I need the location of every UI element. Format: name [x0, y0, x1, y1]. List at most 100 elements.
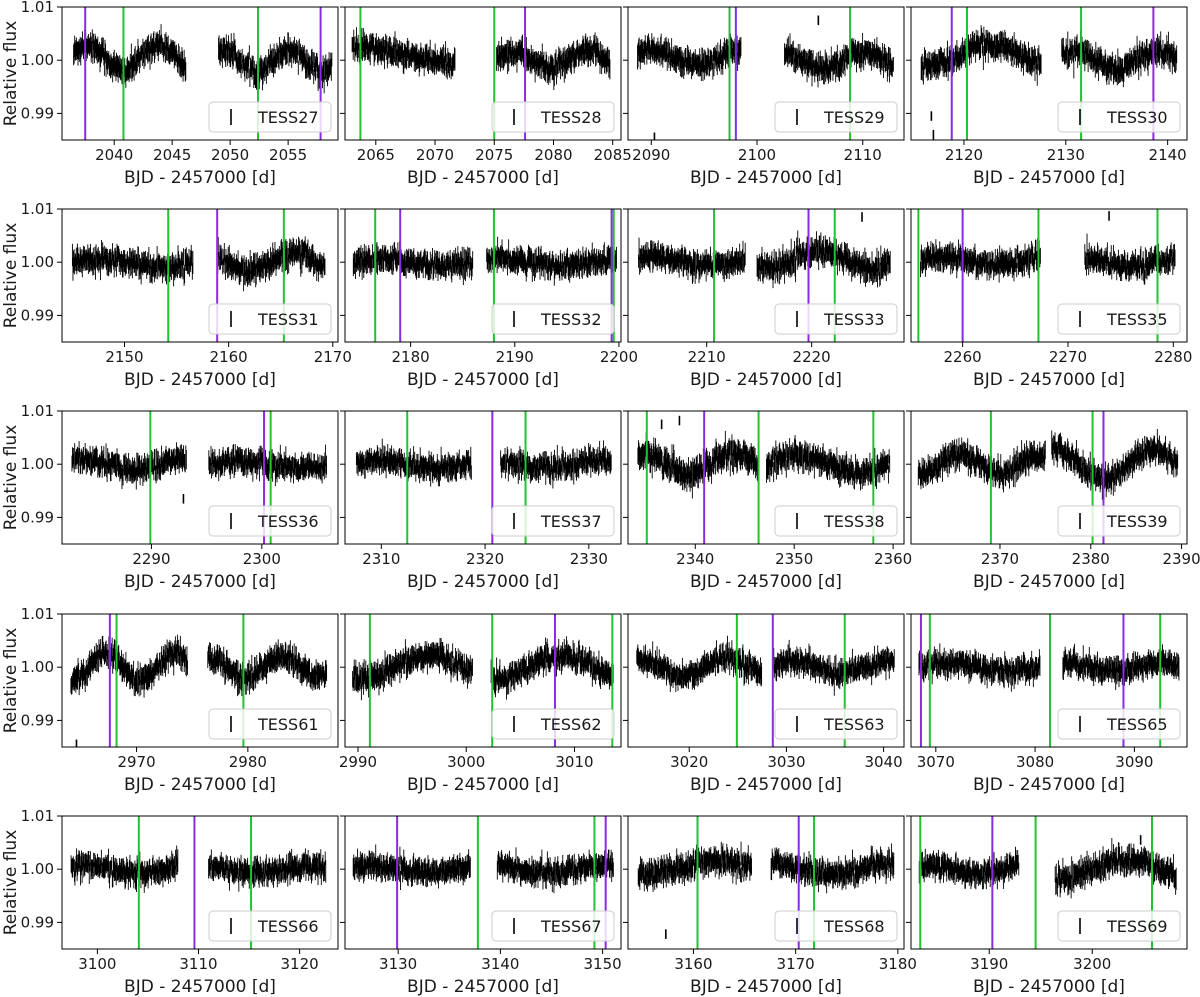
flux-segment-1: [71, 441, 187, 490]
y-tick-label: 0.99: [21, 913, 54, 931]
legend: TESS38: [774, 505, 898, 537]
legend-label: TESS69: [1106, 917, 1168, 936]
legend: TESS61: [208, 708, 332, 740]
axes-frame: [627, 613, 905, 748]
flux-data: [917, 429, 1179, 500]
legend-label: TESS67: [540, 917, 602, 936]
flux-segment-1: [637, 33, 742, 82]
x-tick-label: 3200: [1073, 955, 1111, 973]
y-tick-label: 1.00: [21, 253, 54, 271]
x-tick-label: 3190: [970, 955, 1008, 973]
legend-label: TESS36: [257, 512, 319, 531]
x-axis-label: BJD - 2457000 [d]: [690, 775, 842, 795]
legend-box: [208, 505, 332, 537]
flux-data: [637, 15, 894, 140]
legend: TESS62: [491, 708, 615, 740]
x-tick-label: 2160: [210, 348, 248, 366]
y-axis-label: Relative flux: [1, 425, 21, 531]
x-tick-label: 2190: [496, 348, 534, 366]
x-tick-label: 2320: [466, 550, 504, 568]
x-tick-label: 2980: [229, 753, 267, 771]
x-tick-label: 2290: [132, 550, 170, 568]
legend-label: TESS29: [823, 108, 885, 127]
legend-label: TESS61: [257, 715, 319, 734]
flux-data: [918, 835, 1177, 899]
flux-data: [70, 845, 327, 893]
flux-data: [352, 844, 614, 894]
legend-label: TESS32: [540, 310, 602, 329]
flux-segment-1: [920, 25, 1042, 86]
panel-tess31: 2150 2160 2170 0.99 1.00 1.01 BJD - 2457000 [d…: [1, 200, 352, 390]
legend: TESS66: [208, 910, 332, 942]
panel-tess36: 2290 2300 0.99 1.00 1.01 BJD - 2457000 [d] Rel…: [1, 402, 339, 592]
axes-frame: [910, 410, 1188, 545]
y-tick-label: 0.99: [21, 711, 54, 729]
legend-box: [774, 505, 898, 537]
x-tick-label: 3170: [777, 955, 815, 973]
x-tick-label: 2300: [243, 550, 281, 568]
flux-segment-1: [352, 638, 473, 701]
x-tick-label: 2070: [416, 146, 454, 164]
panel-tess69: 3190 3200 BJD - 2457000 [d] TESS69: [906, 815, 1188, 997]
panel-tess37: 2310 2320 2330 BJD - 2457000 [d] TESS37: [340, 410, 622, 592]
panel-tess66: 3100 3110 3120 0.99 1.00 1.01 BJD - 2457000 [d…: [1, 807, 339, 997]
axes-frame: [61, 815, 339, 950]
axes-frame: [910, 208, 1188, 343]
y-tick-label: 0.99: [21, 104, 54, 122]
flux-data: [638, 212, 891, 289]
legend: TESS28: [491, 101, 615, 133]
flux-segment-1: [918, 846, 1020, 890]
legend-box: [491, 303, 615, 335]
x-tick-label: 3030: [767, 753, 805, 771]
legend-box: [208, 303, 332, 335]
x-tick-label: 3040: [864, 753, 902, 771]
legend: TESS35: [1057, 303, 1181, 335]
x-axis-label: BJD - 2457000 [d]: [690, 168, 842, 188]
x-tick-label: 2360: [874, 550, 912, 568]
panel-tess27: 2040 2045 2050 2055 0.99 1.00 1.01 BJD - 245700…: [1, 0, 339, 188]
flux-segment-1: [352, 844, 471, 890]
axes-frame: [627, 208, 905, 343]
x-tick-label: 2380: [1072, 550, 1110, 568]
x-tick-label: 2180: [392, 348, 430, 366]
panel-tess39: 2370 2380 2390 BJD - 2457000 [d] TESS39: [906, 410, 1200, 592]
flux-data: [637, 415, 891, 499]
x-tick-label: 2065: [357, 146, 395, 164]
x-axis-label: BJD - 2457000 [d]: [690, 977, 842, 997]
y-axis-label: Relative flux: [1, 223, 21, 329]
legend: TESS32: [491, 303, 615, 335]
x-tick-label: 3120: [280, 955, 318, 973]
flux-data: [920, 211, 1176, 285]
panel-tess67: 3130 3140 3150 BJD - 2457000 [d] TESS67: [340, 815, 622, 997]
x-axis-label: BJD - 2457000 [d]: [973, 977, 1125, 997]
x-tick-label: 2050: [211, 146, 249, 164]
legend: TESS39: [1057, 505, 1181, 537]
x-tick-label: 2090: [632, 146, 670, 164]
x-axis-label: BJD - 2457000 [d]: [973, 775, 1125, 795]
flux-segment-2: [496, 32, 611, 91]
panel-tess68: 3160 3170 3180 BJD - 2457000 [d] TESS68: [623, 815, 917, 997]
x-tick-label: 2055: [269, 146, 307, 164]
x-axis-label: BJD - 2457000 [d]: [690, 370, 842, 390]
x-axis-label: BJD - 2457000 [d]: [407, 572, 559, 592]
legend-label: TESS68: [823, 917, 885, 936]
x-tick-label: 2110: [844, 146, 882, 164]
x-tick-label: 3000: [447, 753, 485, 771]
flux-segment-1: [73, 24, 187, 88]
legend: TESS68: [774, 910, 898, 942]
flux-segment-2: [216, 236, 326, 292]
x-tick-label: 2040: [95, 146, 133, 164]
legend-label: TESS38: [823, 512, 885, 531]
axes-frame: [344, 613, 622, 748]
x-axis-label: BJD - 2457000 [d]: [973, 572, 1125, 592]
legend: TESS27: [208, 101, 332, 133]
axes-frame: [344, 410, 622, 545]
flux-segment-2: [784, 32, 894, 88]
y-tick-label: 1.00: [21, 658, 54, 676]
flux-segment-1: [920, 238, 1041, 283]
legend-label: TESS65: [1106, 715, 1168, 734]
flux-segment-1: [636, 635, 763, 692]
flux-data: [920, 25, 1178, 140]
flux-segment-1: [637, 841, 752, 892]
